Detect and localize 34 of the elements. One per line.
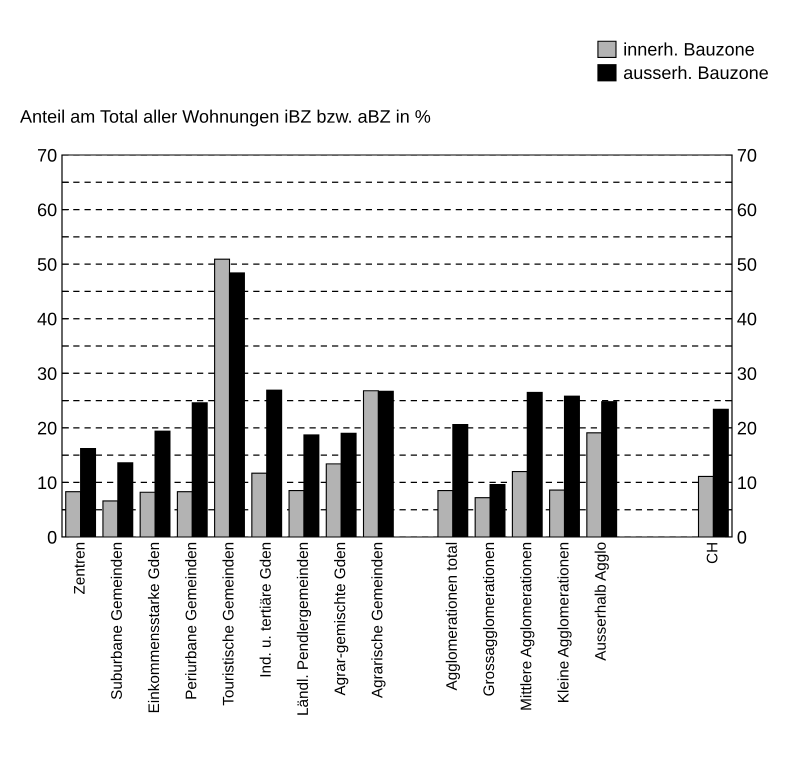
x-tick-label: Einkommensstarke Gden [148, 542, 160, 712]
x-tick-label: Grossagglomerationen [482, 542, 498, 696]
x-tick-label: Ausserhalb Agglo [594, 542, 609, 661]
x-tick-label: Ind. u. tertiäre Gden [260, 542, 271, 676]
x-tick-label: CH [706, 543, 718, 564]
y-tick-label: 0 [48, 530, 56, 544]
y2-tick-label: 10 [738, 476, 756, 490]
y2-tick-label: 60 [738, 204, 756, 216]
x-tick-label: Agglomerationen total [446, 542, 460, 690]
y2-tick-label: 70 [738, 148, 756, 162]
y-tick-label: 70 [38, 148, 56, 162]
y-tick-label: 30 [38, 367, 56, 380]
x-tick-label: Ländl. Pendlergemeinden [296, 542, 312, 715]
y-tick-label: 60 [38, 204, 56, 216]
y-axis-title: Anteil am Total aller Wohnungen iBZ bzw. aBZ in % [20, 110, 430, 126]
y2-tick-label: 30 [738, 367, 756, 380]
y-tick-label: 40 [37, 312, 56, 326]
x-tick-label: Kleine Agglomerationen [557, 542, 572, 702]
y2-tick-label: 20 [738, 422, 756, 435]
y2-tick-label: 50 [738, 258, 756, 271]
y2-tick-label: 40 [737, 312, 756, 326]
y2-tick-label: 0 [738, 530, 746, 544]
x-tick-label: Agrarische Gemeinden [371, 542, 386, 698]
y-tick-label: 20 [38, 422, 56, 435]
x-tick-label: Mittlere Agglomerationen [520, 542, 534, 710]
x-tick-label: Agrar-gemischte Gden [334, 542, 348, 696]
legend-label: ausserh. Bauzone [624, 66, 768, 80]
y-tick-label: 10 [38, 476, 56, 490]
legend-label: innerh. Bauzone [624, 42, 754, 56]
x-tick-label: Zentren [74, 542, 85, 594]
y-tick-label: 50 [38, 258, 56, 271]
x-tick-label: Suburbane Gemeinden [110, 542, 122, 700]
x-tick-label: Periurbane Gemeinden [185, 542, 196, 699]
x-tick-label: Touristische Gemeinden [222, 542, 234, 706]
